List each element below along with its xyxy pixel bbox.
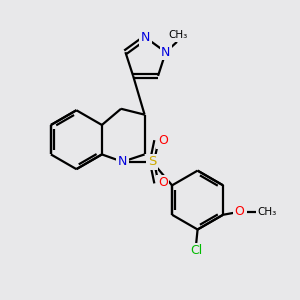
Text: N: N xyxy=(141,31,150,44)
Text: Cl: Cl xyxy=(190,244,202,257)
Text: N: N xyxy=(118,155,127,168)
Text: S: S xyxy=(148,155,156,168)
Text: N: N xyxy=(161,46,170,59)
Text: O: O xyxy=(234,205,244,218)
Text: CH₃: CH₃ xyxy=(258,207,277,217)
Text: O: O xyxy=(158,134,168,147)
Text: O: O xyxy=(158,176,168,190)
Text: CH₃: CH₃ xyxy=(169,30,188,40)
